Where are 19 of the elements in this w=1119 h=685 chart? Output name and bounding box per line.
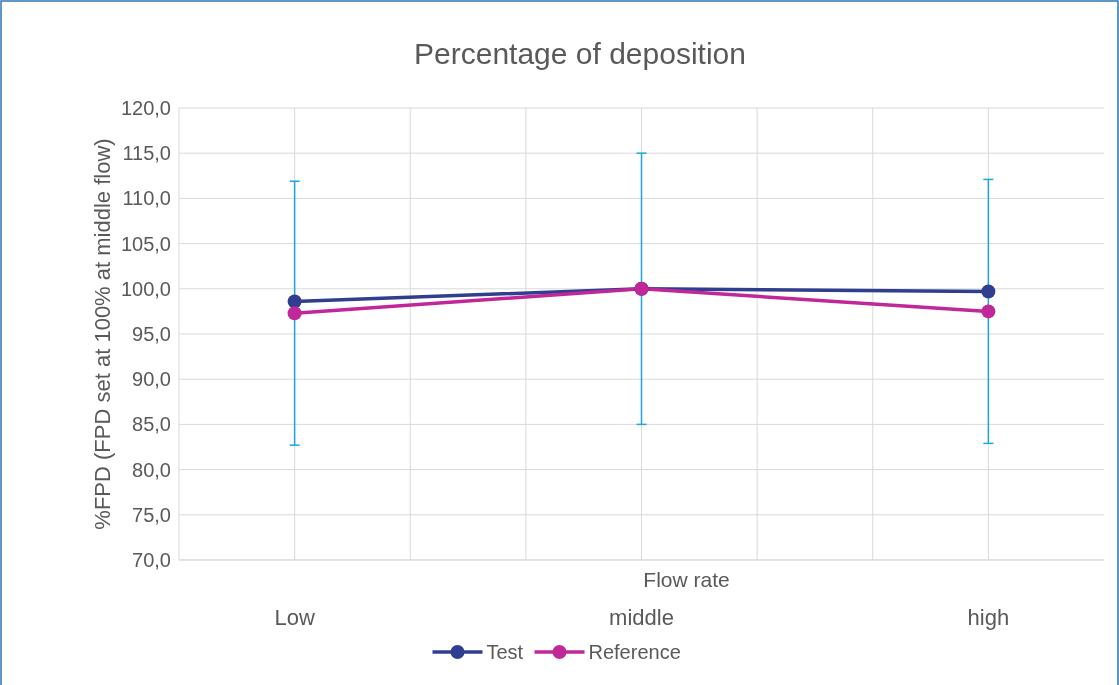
legend-label: Reference <box>588 641 681 663</box>
x-axis-title: Flow rate <box>643 568 730 591</box>
chart-title: Percentage of deposition <box>414 37 746 70</box>
y-tick-label: 120,0 <box>120 97 171 119</box>
y-axis-title: %FPD (FPD set at 100% at middle flow) <box>90 138 115 530</box>
y-tick-label: 100,0 <box>120 277 171 300</box>
y-tick-label: 80,0 <box>132 458 171 481</box>
y-tick-label: 90,0 <box>132 368 171 391</box>
y-tick-label: 75,0 <box>132 503 171 526</box>
y-tick-label: 85,0 <box>132 413 171 436</box>
y-tick-label: 110,0 <box>122 187 171 210</box>
x-tick-label: high <box>967 605 1010 630</box>
x-tick-label: Low <box>274 605 315 630</box>
y-tick-label: 70,0 <box>132 549 171 571</box>
y-tick-label: 115,0 <box>122 142 171 165</box>
y-tick-label: 95,0 <box>132 323 171 345</box>
x-tick-label: middle <box>609 605 674 630</box>
y-tick-label: 105,0 <box>120 232 171 255</box>
legend-label: Test <box>486 641 524 663</box>
